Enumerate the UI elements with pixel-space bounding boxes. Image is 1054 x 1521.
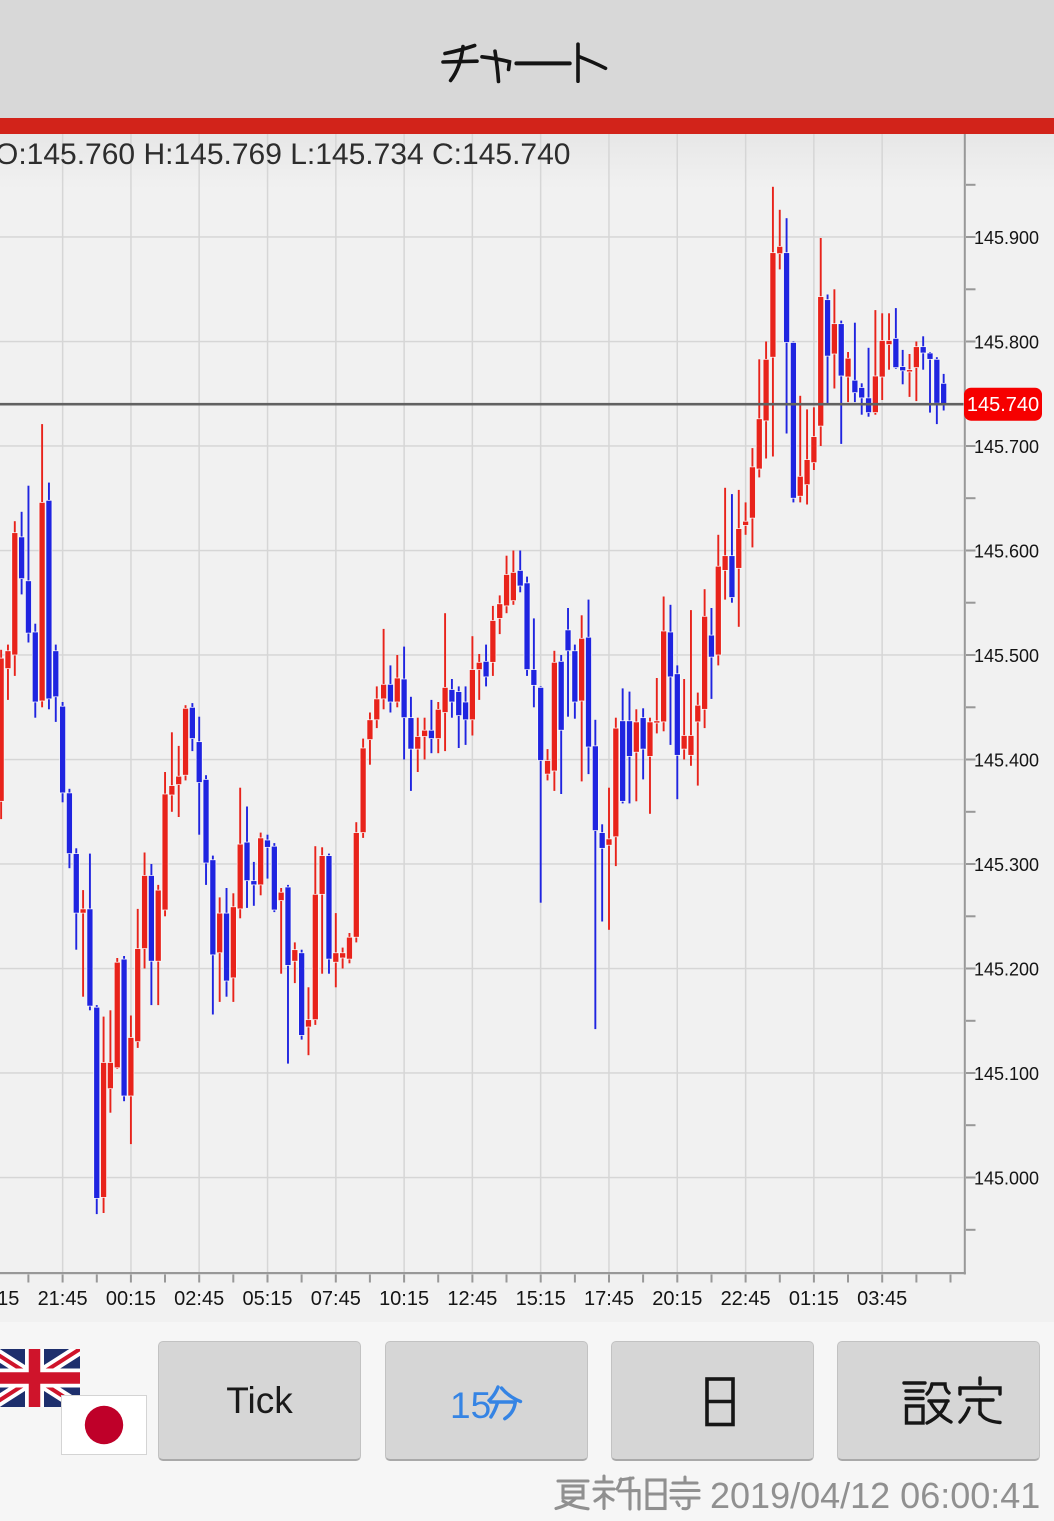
- svg-text:17:45: 17:45: [584, 1288, 634, 1310]
- svg-text:145.700: 145.700: [974, 437, 1039, 457]
- svg-text:145.000: 145.000: [974, 1169, 1039, 1189]
- svg-text:12:45: 12:45: [447, 1288, 497, 1310]
- svg-text:22:45: 22:45: [721, 1288, 771, 1310]
- svg-text:01:15: 01:15: [789, 1288, 839, 1310]
- svg-text:07:45: 07:45: [311, 1288, 361, 1310]
- svg-text:145.740: 145.740: [967, 394, 1039, 416]
- svg-text:10:15: 10:15: [379, 1288, 429, 1310]
- svg-text:145.200: 145.200: [974, 960, 1039, 980]
- svg-text:15: 15: [450, 1385, 491, 1426]
- svg-text:O:145.760 H:145.769 L:145.734: O:145.760 H:145.769 L:145.734 C:145.740: [0, 138, 570, 171]
- svg-text:145.900: 145.900: [974, 228, 1039, 248]
- svg-text:21:45: 21:45: [38, 1288, 88, 1310]
- svg-text:03:45: 03:45: [857, 1288, 907, 1310]
- svg-text:15:15: 15:15: [516, 1288, 566, 1310]
- svg-text:145.800: 145.800: [974, 333, 1039, 353]
- svg-text:05:15: 05:15: [242, 1288, 292, 1310]
- svg-text:00:15: 00:15: [106, 1288, 156, 1310]
- svg-text:145.600: 145.600: [974, 542, 1039, 562]
- svg-text:145.300: 145.300: [974, 855, 1039, 875]
- svg-text:19:15: 19:15: [0, 1288, 19, 1310]
- svg-text:145.500: 145.500: [974, 646, 1039, 666]
- svg-text:145.400: 145.400: [974, 751, 1039, 771]
- svg-text:2019/04/12 06:00:41: 2019/04/12 06:00:41: [710, 1475, 1040, 1516]
- svg-text:02:45: 02:45: [174, 1288, 224, 1310]
- svg-text:20:15: 20:15: [652, 1288, 702, 1310]
- svg-text:145.100: 145.100: [974, 1064, 1039, 1084]
